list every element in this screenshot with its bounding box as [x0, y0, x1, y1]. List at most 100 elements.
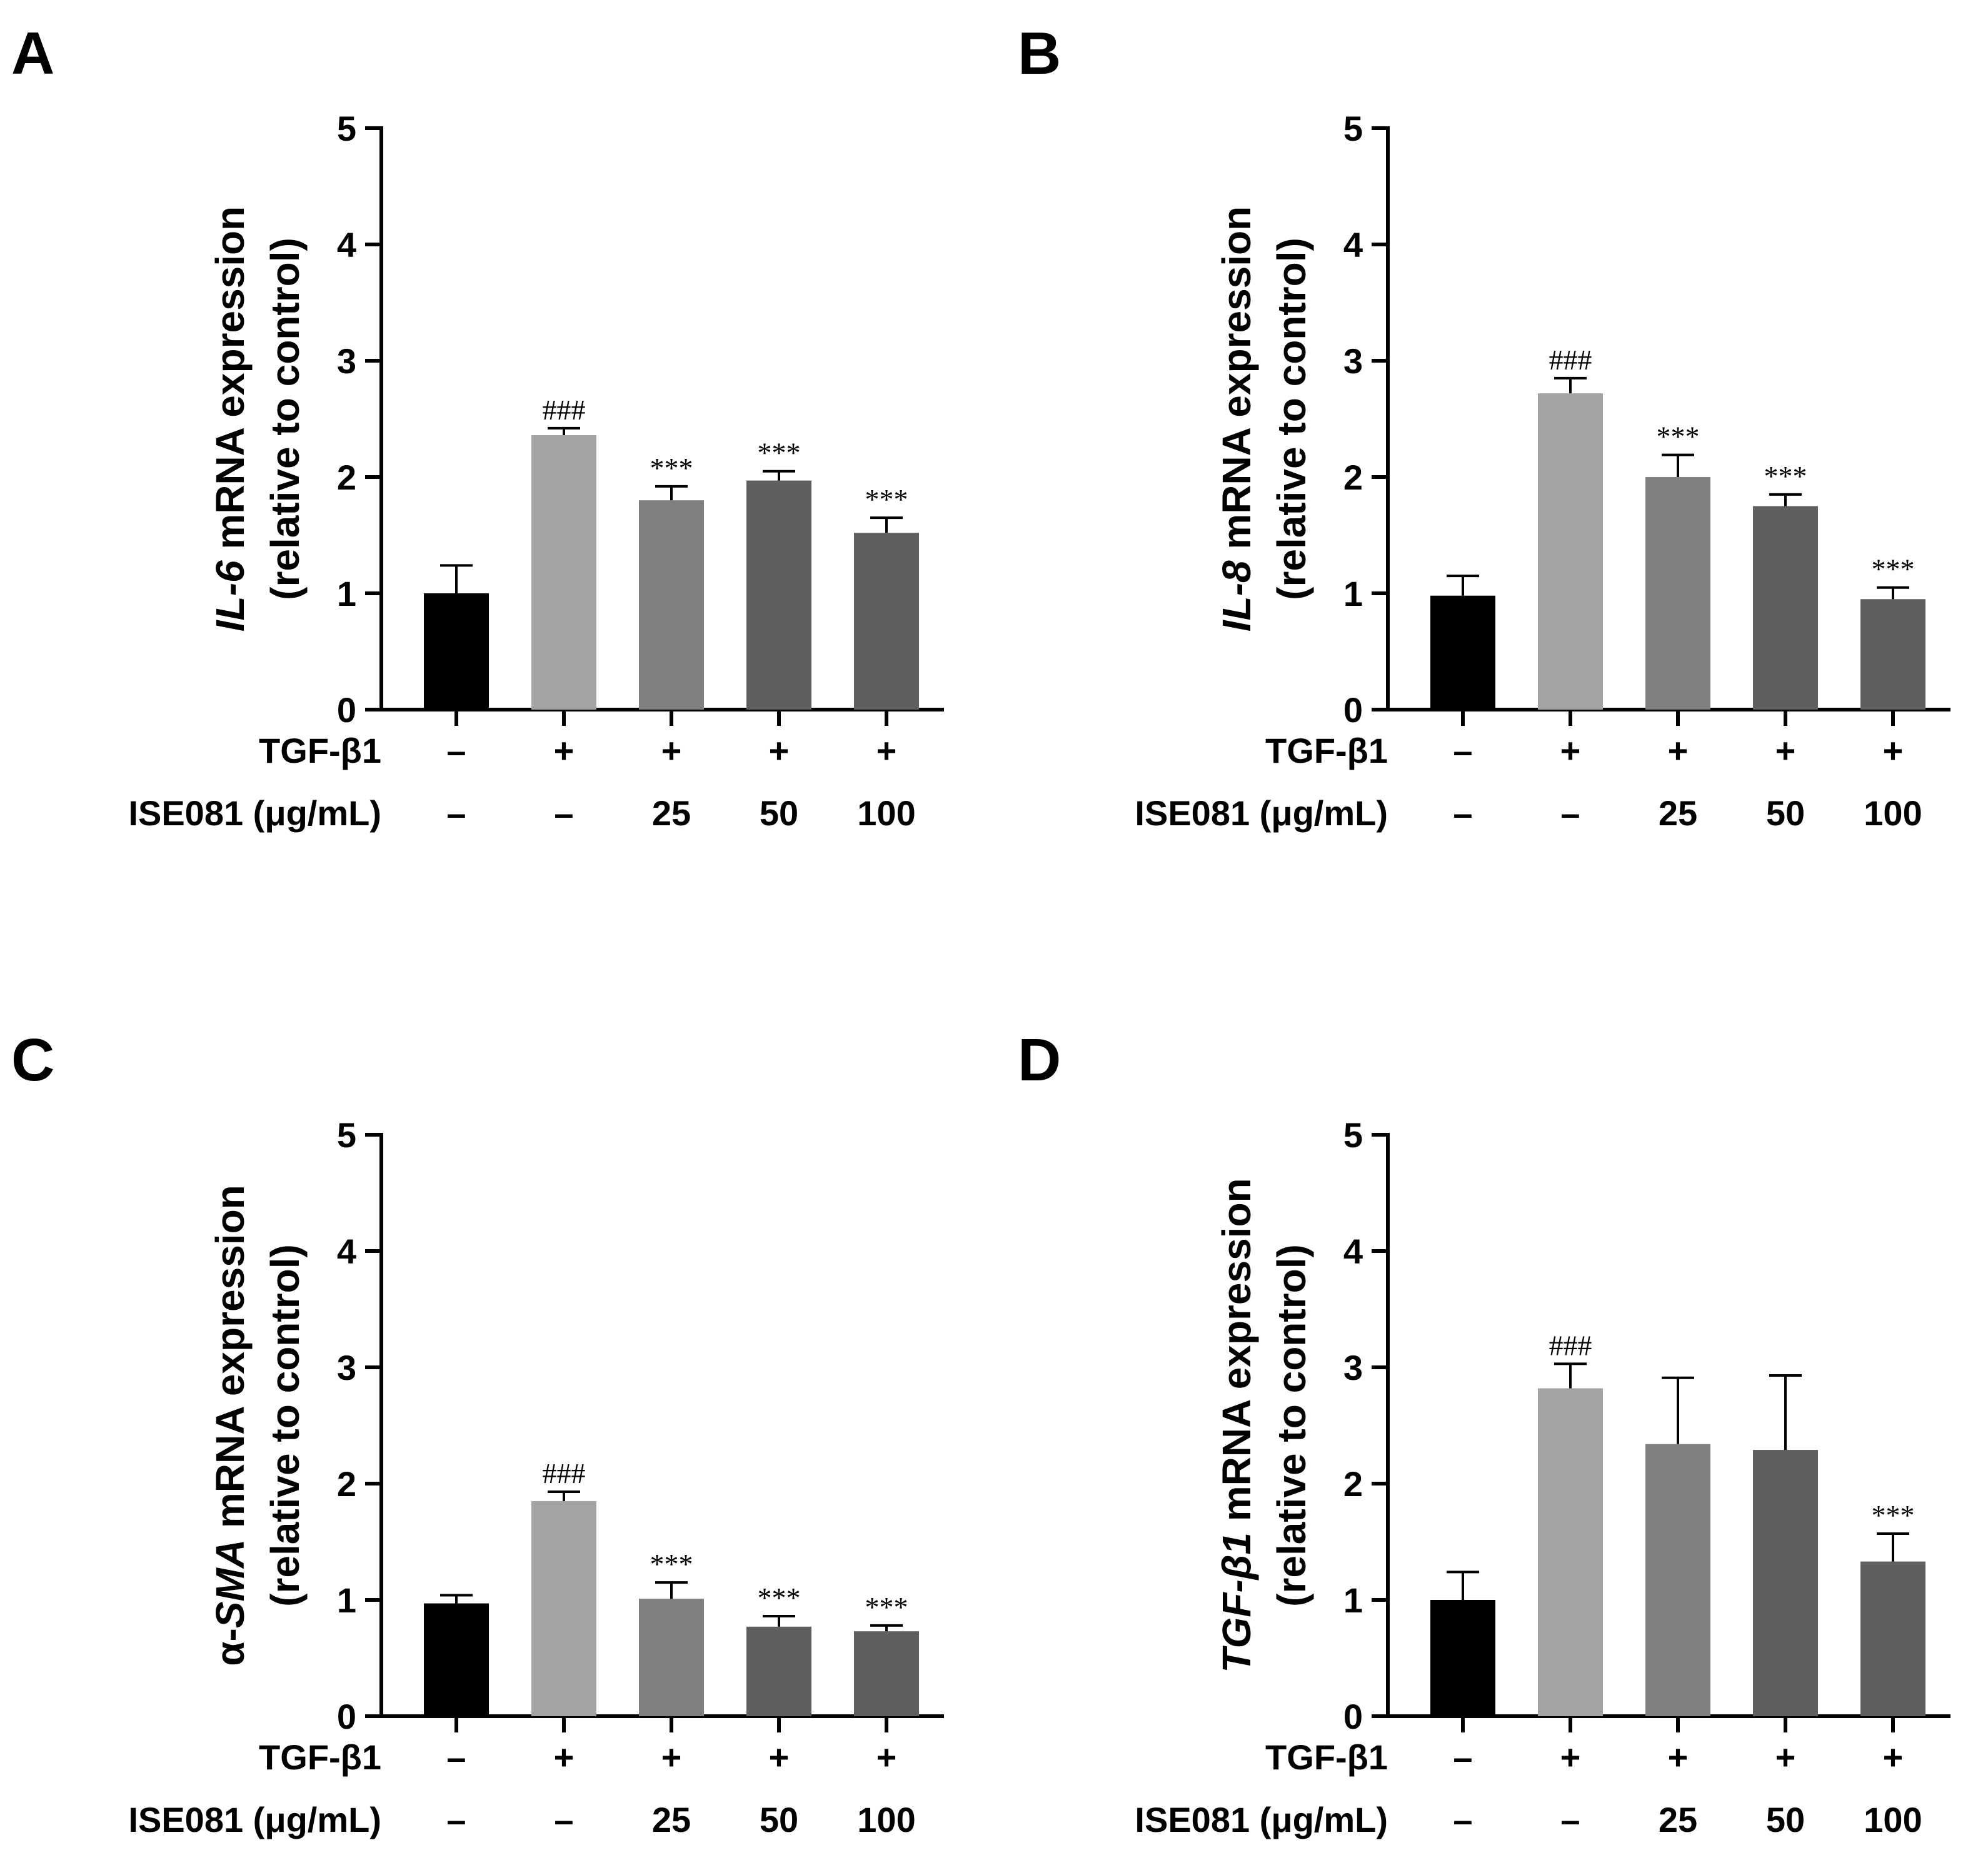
significance-label: ### [1549, 344, 1592, 376]
bar [1860, 1561, 1925, 1716]
condition-value: + [1668, 1737, 1689, 1777]
bar [854, 533, 919, 710]
y-axis-label-part: mRNA expression [1214, 1178, 1259, 1532]
panel-letter: C [11, 1027, 54, 1093]
condition-value: – [554, 1800, 573, 1839]
condition-value: – [1453, 1737, 1472, 1777]
condition-value: + [1775, 731, 1796, 770]
condition-row-label: TGF-β1 [259, 731, 381, 770]
condition-row-label: TGF-β1 [1265, 731, 1388, 770]
condition-value: + [876, 731, 897, 770]
y-tick-label: 2 [337, 1464, 356, 1504]
y-axis-label-line1: IL-6 mRNA expression [208, 206, 253, 631]
condition-value: + [1775, 1737, 1796, 1777]
condition-row-label: ISE081 (μg/mL) [1135, 793, 1388, 833]
significance-label: ### [543, 1457, 586, 1489]
bar [1430, 1600, 1495, 1716]
y-axis-label-part: IL-8 [1214, 560, 1259, 631]
y-axis-label-part: SMA [208, 1539, 253, 1628]
y-tick-label: 0 [1343, 690, 1363, 730]
condition-row-label: ISE081 (μg/mL) [1135, 1800, 1388, 1839]
bar [746, 1626, 811, 1716]
panel-letter: A [11, 20, 54, 87]
significance-label: *** [1872, 1499, 1915, 1531]
condition-value: – [1453, 793, 1472, 833]
condition-row-label: TGF-β1 [259, 1737, 381, 1777]
significance-label: ### [1549, 1329, 1592, 1361]
y-tick-label: 2 [337, 458, 356, 497]
condition-value: + [1560, 731, 1581, 770]
condition-value: + [769, 731, 790, 770]
y-tick-label: 0 [337, 690, 356, 730]
bar [424, 593, 489, 710]
y-axis-label-part: IL-6 [208, 560, 253, 631]
condition-value: – [446, 793, 466, 833]
condition-row-label: ISE081 (μg/mL) [128, 1800, 381, 1839]
y-tick-label: 0 [1343, 1697, 1363, 1736]
condition-value: – [1453, 1800, 1472, 1839]
bar [1538, 393, 1603, 710]
y-axis-label-line1: TGF-β1 mRNA expression [1214, 1178, 1259, 1672]
y-tick-label: 4 [1343, 1232, 1363, 1271]
y-tick-label: 2 [1343, 458, 1363, 497]
y-axis-label-part: mRNA expression [208, 1185, 253, 1539]
condition-value: 50 [1766, 793, 1805, 833]
bar [424, 1603, 489, 1716]
condition-row-label: TGF-β1 [1265, 1737, 1388, 1777]
condition-value: – [446, 1800, 466, 1839]
bar [639, 1599, 704, 1716]
condition-value: 50 [1766, 1800, 1805, 1839]
chart-panel-d: D 0 1 2 3 4 5 ### *** TGF-β1 – + + + + ISE081 (μg/mL) – –… [1018, 1027, 1950, 1839]
condition-value: + [1883, 731, 1904, 770]
condition-value: 25 [1659, 1800, 1697, 1839]
significance-label: *** [1872, 553, 1915, 585]
condition-value: 50 [760, 793, 798, 833]
y-axis-label-line1: IL-8 mRNA expression [1214, 206, 1259, 631]
y-tick-label: 1 [337, 1581, 356, 1620]
condition-value: 100 [857, 793, 915, 833]
y-axis-label-part: α- [208, 1628, 253, 1666]
significance-label: *** [650, 1548, 693, 1580]
y-tick-label: 3 [337, 341, 356, 381]
bar [1753, 1450, 1818, 1716]
significance-label: *** [865, 483, 908, 515]
condition-value: + [554, 1737, 575, 1777]
bar [746, 480, 811, 710]
y-tick-label: 4 [337, 1232, 356, 1271]
y-tick-label: 1 [1343, 1581, 1363, 1620]
condition-row-label: ISE081 (μg/mL) [128, 793, 381, 833]
y-tick-label: 4 [1343, 225, 1363, 264]
bar [531, 435, 596, 710]
bar [1430, 595, 1495, 710]
significance-label: *** [758, 437, 801, 469]
significance-label: *** [1764, 460, 1807, 492]
bar [531, 1501, 596, 1716]
y-axis-label-line2: (relative to control) [1269, 238, 1314, 600]
condition-value: – [1560, 1800, 1580, 1839]
condition-value: + [1560, 1737, 1581, 1777]
condition-value: – [554, 793, 573, 833]
significance-label: *** [865, 1591, 908, 1623]
significance-label: ### [543, 394, 586, 426]
y-tick-label: 2 [1343, 1464, 1363, 1504]
y-tick-label: 5 [337, 109, 356, 148]
bar [1860, 599, 1925, 710]
condition-value: + [1883, 1737, 1904, 1777]
chart-panel-b: B 0 1 2 3 4 5 ### *** *** *** TGF-β1 – + + + + ISE081 (μg… [1018, 20, 1950, 833]
bar [639, 500, 704, 710]
significance-label: *** [1657, 421, 1700, 453]
y-axis-label-line2: (relative to control) [263, 1244, 308, 1607]
condition-value: + [661, 1737, 682, 1777]
bar [1753, 506, 1818, 710]
condition-value: – [1560, 793, 1580, 833]
condition-value: 25 [652, 1800, 691, 1839]
y-axis-label-line2: (relative to control) [263, 238, 308, 600]
y-tick-label: 3 [1343, 1348, 1363, 1387]
condition-value: + [554, 731, 575, 770]
bar [1645, 1444, 1710, 1716]
y-axis-label-part: mRNA expression [1214, 206, 1259, 561]
panel-letter: B [1018, 20, 1061, 87]
y-tick-label: 5 [1343, 1115, 1363, 1155]
y-tick-label: 3 [1343, 341, 1363, 381]
